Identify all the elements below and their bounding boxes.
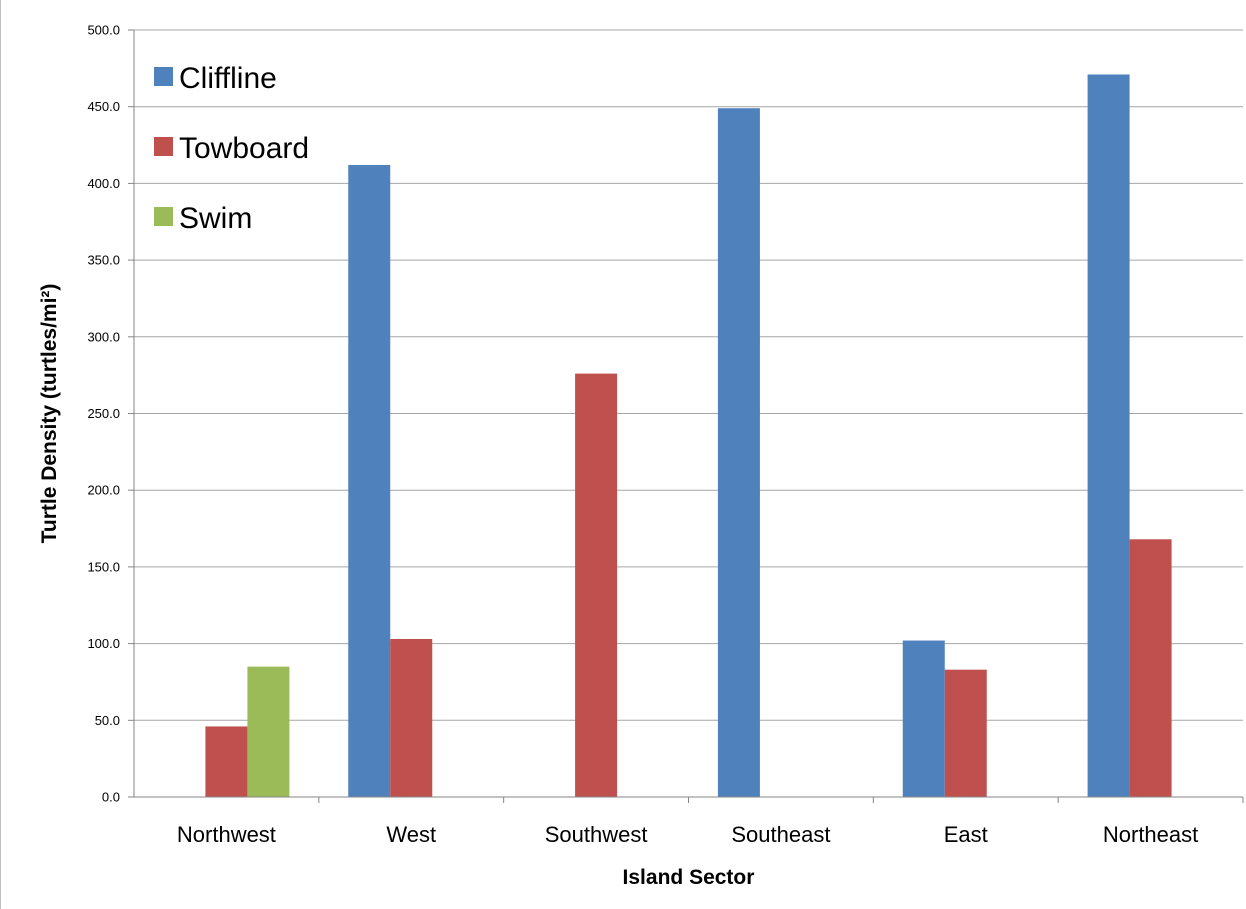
y-tick-label: 200.0 xyxy=(87,483,120,498)
y-tick-label: 400.0 xyxy=(87,176,120,191)
y-tick-label: 0.0 xyxy=(102,790,120,805)
y-tick-label: 300.0 xyxy=(87,329,120,344)
y-tick-label: 450.0 xyxy=(87,99,120,114)
bar-cliffline-west xyxy=(348,164,391,797)
legend-label-cliffline: Cliffline xyxy=(179,62,277,95)
bar-towboard-west xyxy=(390,638,433,797)
x-tick-label: Northwest xyxy=(177,822,276,847)
y-tick-label: 500.0 xyxy=(87,23,120,38)
x-tick-label: Southwest xyxy=(545,822,648,847)
legend-swatch-towboard xyxy=(154,137,173,156)
legend-swatch-swim xyxy=(154,207,173,226)
y-tick-label: 150.0 xyxy=(87,559,120,574)
bar-cliffline-east xyxy=(902,640,945,797)
bar-towboard-east xyxy=(944,669,987,797)
gridlines xyxy=(134,29,1243,721)
x-tick-labels: Northwest West Southwest Southeast East North… xyxy=(177,797,1244,847)
bars xyxy=(205,74,1172,797)
legend-swatch-cliffline xyxy=(154,67,173,86)
legend-label-towboard: Towboard xyxy=(179,132,309,165)
bar-towboard-southwest xyxy=(575,373,618,797)
y-axis-title: Turtle Density (turtles/mi²) xyxy=(38,284,61,544)
x-tick-label: West xyxy=(386,822,436,847)
y-tick-labels: 0.0 50.0 100.0 150.0 200.0 250.0 300.0 350.0 400… xyxy=(87,23,134,805)
y-tick-label: 350.0 xyxy=(87,253,120,268)
x-tick-label: East xyxy=(944,822,988,847)
bar-towboard-northeast xyxy=(1129,539,1172,797)
bar-swim-northwest xyxy=(247,666,290,797)
legend: Cliffline Towboard Swim xyxy=(154,62,309,235)
x-tick-label: Northeast xyxy=(1103,822,1198,847)
y-tick-label: 250.0 xyxy=(87,406,120,421)
bar-cliffline-southeast xyxy=(717,108,760,797)
x-axis-title: Island Sector xyxy=(623,866,755,889)
y-tick-label: 100.0 xyxy=(87,636,120,651)
x-tick-label: Southeast xyxy=(731,822,830,847)
y-tick-label: 50.0 xyxy=(95,713,120,728)
bar-towboard-northwest xyxy=(205,726,248,797)
bar-cliffline-northeast xyxy=(1087,74,1130,797)
legend-label-swim: Swim xyxy=(179,202,252,235)
